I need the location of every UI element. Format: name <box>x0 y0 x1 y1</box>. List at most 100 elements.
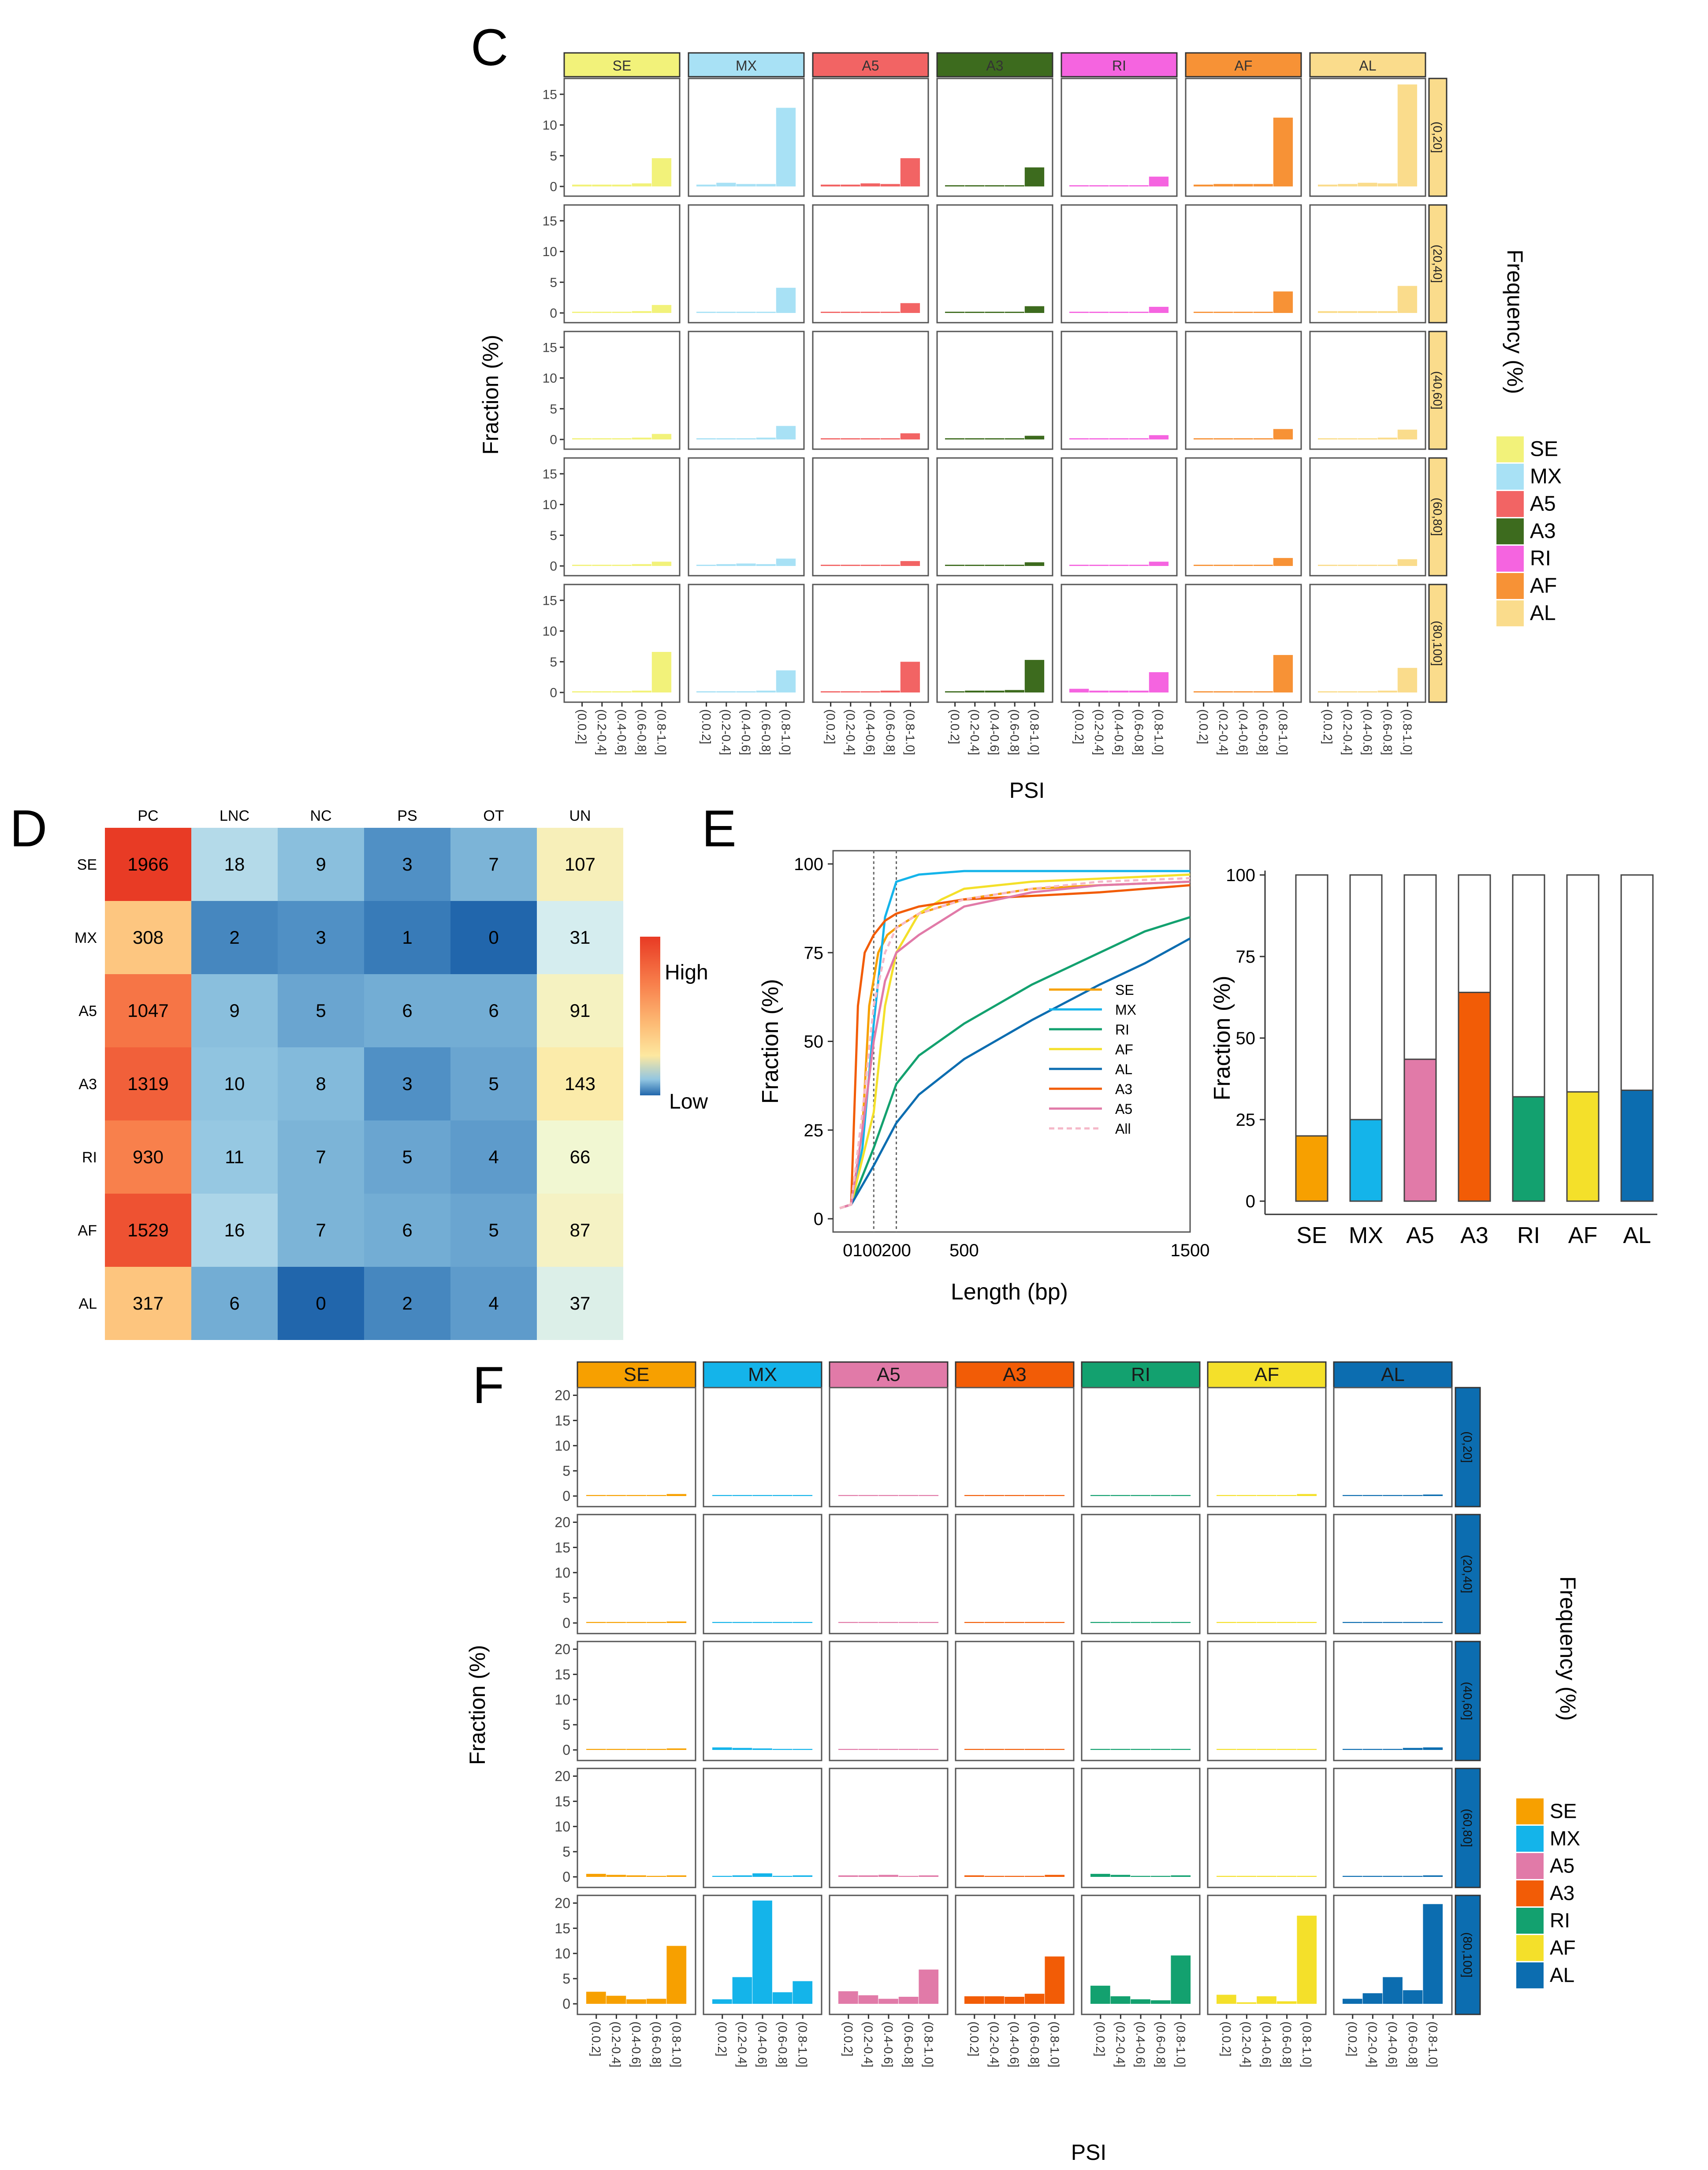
panel-f-bar <box>732 1977 752 2004</box>
length-y-tick-label: 75 <box>804 943 824 963</box>
panel-c-bar <box>612 438 632 439</box>
panel-f-bar <box>1236 1749 1257 1750</box>
panel-c-row-strip-label: (60,80] <box>1431 498 1444 536</box>
panel-c-bar <box>1377 565 1397 566</box>
panel-f-x-tick-label: (0.2-0.4] <box>1114 2021 1128 2067</box>
panel-f-bar <box>919 1875 939 1877</box>
panel-c-bar <box>1194 691 1213 692</box>
length-x-tick-label: 200 <box>882 1241 911 1260</box>
panel-f-bar <box>1110 1749 1131 1750</box>
heatmap-cell-value: 1047 <box>127 1000 168 1021</box>
panel-c-x-tick-label: (0.0.2] <box>1072 709 1086 744</box>
panel-c-bar <box>1194 438 1213 439</box>
panel-c-bar <box>592 438 612 439</box>
panel-f-x-tick-label: (0.2-0.4] <box>610 2021 623 2067</box>
panel-f-bar <box>626 1999 646 2004</box>
panel-f-bar <box>919 1495 939 1496</box>
panel-f-x-tick-label: (0.8-1.0] <box>796 2021 809 2067</box>
panel-f-bar <box>732 1875 752 1877</box>
panel-c-bar <box>1069 438 1089 439</box>
panel-c-bar <box>900 561 920 566</box>
panel-c-bar <box>1233 312 1253 313</box>
heatmap-cell <box>105 1047 191 1120</box>
panel-c-y-tick-label: 0 <box>550 180 557 194</box>
length-legend-label: SE <box>1115 982 1134 998</box>
panel-f-bar <box>1090 1495 1110 1496</box>
heatmap-cell-value: 10 <box>224 1073 245 1094</box>
panel-f-bar <box>1131 1749 1150 1750</box>
panel-f-bar <box>1236 2002 1257 2004</box>
panel-c-y-tick-label: 5 <box>550 402 557 417</box>
panel-c-bar <box>1338 184 1358 186</box>
panel-c-strip-label: AF <box>1235 58 1253 74</box>
panel-c-facet-panel <box>1061 457 1178 577</box>
panel-f-y-tick-label: 0 <box>562 1869 570 1885</box>
panel-c-bar <box>1253 691 1273 692</box>
panel-c-bar <box>572 184 592 186</box>
heatmap-cell <box>364 1120 450 1194</box>
panel-f-y-tick-label: 10 <box>554 1819 570 1835</box>
panel-c-x-tick-label: (0.6-0.8] <box>1132 709 1146 755</box>
panel-f-bar <box>858 1875 878 1877</box>
panel-f-bar <box>964 1875 984 1877</box>
panel-f-bar <box>964 1749 984 1750</box>
panel-c-y-axis-title: Fraction (%) <box>478 335 503 454</box>
heatmap-row-label: AL <box>78 1295 97 1312</box>
panel-f-facet-panel <box>1081 1387 1201 1507</box>
panel-c-strip-al <box>1309 52 1426 78</box>
heatmap-cell-value: 1529 <box>127 1220 168 1240</box>
panel-f-x-tick-label: (0.6-0.8] <box>1154 2021 1168 2067</box>
panel-c-bar <box>1005 312 1024 313</box>
panel-f-strip-label: MX <box>748 1364 777 1385</box>
panel-c-row-strip-label: (20,40] <box>1431 245 1444 283</box>
panel-c-bar <box>651 562 672 566</box>
panel-f-facet-panel <box>829 1641 949 1761</box>
heatmap-cell-value: 3 <box>316 927 326 948</box>
panel-c-strip-label: AL <box>1359 58 1376 74</box>
panel-c-legend-label: RI <box>1530 547 1551 570</box>
panel-f-bar <box>586 1622 606 1623</box>
panel-f-bar <box>898 1876 919 1877</box>
panel-e-label: E <box>702 800 737 858</box>
panel-f-bar <box>772 1749 793 1750</box>
fraction-bar-al <box>1620 1089 1654 1202</box>
heatmap-cell-value: 143 <box>565 1073 595 1094</box>
panel-c-bar <box>1089 185 1109 186</box>
panel-f-strip-a3 <box>955 1361 1075 1388</box>
panel-c-bar <box>880 565 900 566</box>
panel-c-bar <box>821 565 841 566</box>
panel-c-bar <box>776 426 796 439</box>
heatmap-cell <box>450 828 537 901</box>
heatmap-cell-value: 9 <box>229 1000 239 1021</box>
length-series-line-a3 <box>839 884 1191 1210</box>
panel-f-bar <box>1297 1622 1317 1623</box>
fraction-x-tick-label: MX <box>1349 1223 1383 1248</box>
panel-c-bar <box>821 438 841 439</box>
heatmap-cell-value: 3 <box>402 854 412 875</box>
panel-c-bar <box>1397 559 1418 566</box>
panel-c-bar <box>1024 435 1045 439</box>
panel-c-bar <box>756 312 776 313</box>
panel-f-bar <box>1343 1495 1362 1496</box>
panel-f-bar <box>1045 1749 1065 1750</box>
panel-c-bar <box>880 690 900 692</box>
panel-f-bar <box>1171 1495 1191 1496</box>
panel-c-strip-se <box>563 52 681 78</box>
panel-f-facet-panel <box>1333 1387 1453 1507</box>
panel-f-bar <box>1005 1876 1024 1877</box>
panel-f-facet-panel <box>577 1768 696 1888</box>
panel-c-bar <box>1024 562 1045 566</box>
panel-c-bar <box>632 690 651 692</box>
heatmap-cell-value: 6 <box>402 1220 412 1240</box>
panel-c-strip-label: RI <box>1112 58 1126 74</box>
heatmap-column-label: PC <box>138 808 158 824</box>
panel-f-y-tick-label: 0 <box>562 1996 570 2012</box>
heatmap-column-label: OT <box>483 808 504 824</box>
panel-f-facet-panel <box>955 1768 1075 1888</box>
panel-c-bar <box>1024 660 1045 692</box>
heatmap-cell <box>191 1120 278 1194</box>
panel-c-y-tick-label: 0 <box>550 559 557 574</box>
panel-c-y-tick-label: 15 <box>543 467 557 481</box>
panel-f-bar <box>1171 1955 1191 2004</box>
panel-c-y-tick-label: 0 <box>550 686 557 700</box>
